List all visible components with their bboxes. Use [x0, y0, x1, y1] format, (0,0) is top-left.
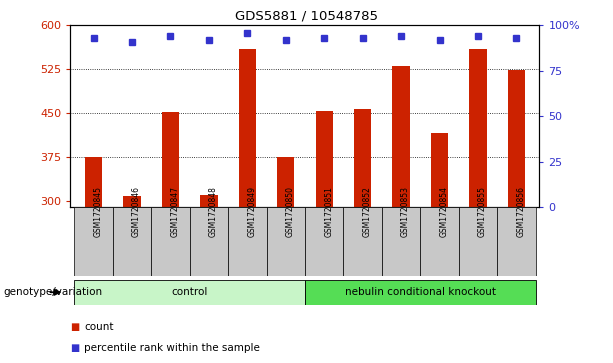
- Text: GSM1720853: GSM1720853: [401, 186, 410, 237]
- Text: GSM1720856: GSM1720856: [516, 186, 525, 237]
- Text: GSM1720848: GSM1720848: [209, 186, 218, 237]
- Text: ■: ■: [70, 322, 80, 332]
- Text: count: count: [84, 322, 113, 332]
- Bar: [238, 49, 256, 207]
- Bar: [277, 156, 294, 207]
- Text: GDS5881 / 10548785: GDS5881 / 10548785: [235, 9, 378, 22]
- Text: GSM1720854: GSM1720854: [440, 186, 449, 237]
- Bar: [189, 207, 228, 276]
- Text: GSM1720849: GSM1720849: [247, 186, 256, 237]
- Text: GSM1720851: GSM1720851: [324, 186, 333, 237]
- Bar: [305, 280, 536, 305]
- Bar: [151, 207, 189, 276]
- Bar: [267, 207, 305, 276]
- Text: control: control: [172, 287, 208, 297]
- Bar: [343, 207, 382, 276]
- Text: nebulin conditional knockout: nebulin conditional knockout: [345, 287, 496, 297]
- Text: GSM1720850: GSM1720850: [286, 186, 295, 237]
- Text: GSM1720845: GSM1720845: [94, 186, 102, 237]
- Bar: [74, 207, 113, 276]
- Bar: [162, 112, 179, 207]
- Bar: [113, 207, 151, 276]
- Bar: [85, 157, 102, 207]
- Bar: [497, 207, 536, 276]
- Bar: [421, 207, 459, 276]
- Text: genotype/variation: genotype/variation: [3, 287, 102, 297]
- Bar: [316, 111, 333, 207]
- Bar: [508, 70, 525, 207]
- Bar: [74, 280, 305, 305]
- Text: GSM1720846: GSM1720846: [132, 186, 141, 237]
- Bar: [123, 196, 140, 207]
- Text: GSM1720847: GSM1720847: [170, 186, 180, 237]
- Bar: [305, 207, 343, 276]
- Bar: [382, 207, 421, 276]
- Bar: [200, 195, 218, 207]
- Bar: [228, 207, 267, 276]
- Bar: [470, 49, 487, 207]
- Bar: [459, 207, 497, 276]
- Bar: [392, 66, 409, 207]
- Text: GSM1720855: GSM1720855: [478, 186, 487, 237]
- Text: ■: ■: [70, 343, 80, 354]
- Text: GSM1720852: GSM1720852: [363, 186, 371, 237]
- Bar: [431, 132, 448, 207]
- Bar: [354, 109, 371, 207]
- Text: percentile rank within the sample: percentile rank within the sample: [84, 343, 260, 354]
